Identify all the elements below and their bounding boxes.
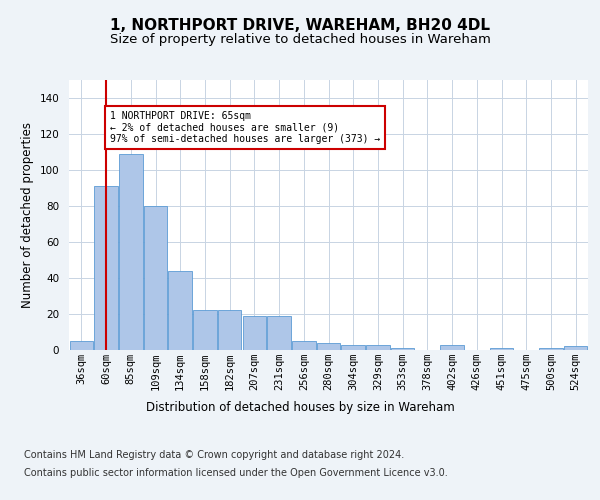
- Text: Distribution of detached houses by size in Wareham: Distribution of detached houses by size …: [146, 401, 454, 414]
- Bar: [242, 316, 266, 350]
- Bar: [94, 186, 118, 350]
- Bar: [539, 348, 563, 350]
- Bar: [119, 154, 143, 350]
- Bar: [391, 348, 415, 350]
- Text: Contains public sector information licensed under the Open Government Licence v3: Contains public sector information licen…: [24, 468, 448, 477]
- Bar: [268, 316, 291, 350]
- Text: Contains HM Land Registry data © Crown copyright and database right 2024.: Contains HM Land Registry data © Crown c…: [24, 450, 404, 460]
- Bar: [490, 348, 513, 350]
- Text: Size of property relative to detached houses in Wareham: Size of property relative to detached ho…: [110, 32, 490, 46]
- Bar: [193, 310, 217, 350]
- Bar: [564, 346, 587, 350]
- Bar: [144, 206, 167, 350]
- Text: 1, NORTHPORT DRIVE, WAREHAM, BH20 4DL: 1, NORTHPORT DRIVE, WAREHAM, BH20 4DL: [110, 18, 490, 32]
- Text: 1 NORTHPORT DRIVE: 65sqm
← 2% of detached houses are smaller (9)
97% of semi-det: 1 NORTHPORT DRIVE: 65sqm ← 2% of detache…: [110, 110, 380, 144]
- Bar: [292, 341, 316, 350]
- Bar: [341, 344, 365, 350]
- Bar: [218, 310, 241, 350]
- Bar: [317, 343, 340, 350]
- Bar: [440, 344, 464, 350]
- Y-axis label: Number of detached properties: Number of detached properties: [21, 122, 34, 308]
- Bar: [70, 341, 93, 350]
- Bar: [169, 271, 192, 350]
- Bar: [366, 344, 389, 350]
